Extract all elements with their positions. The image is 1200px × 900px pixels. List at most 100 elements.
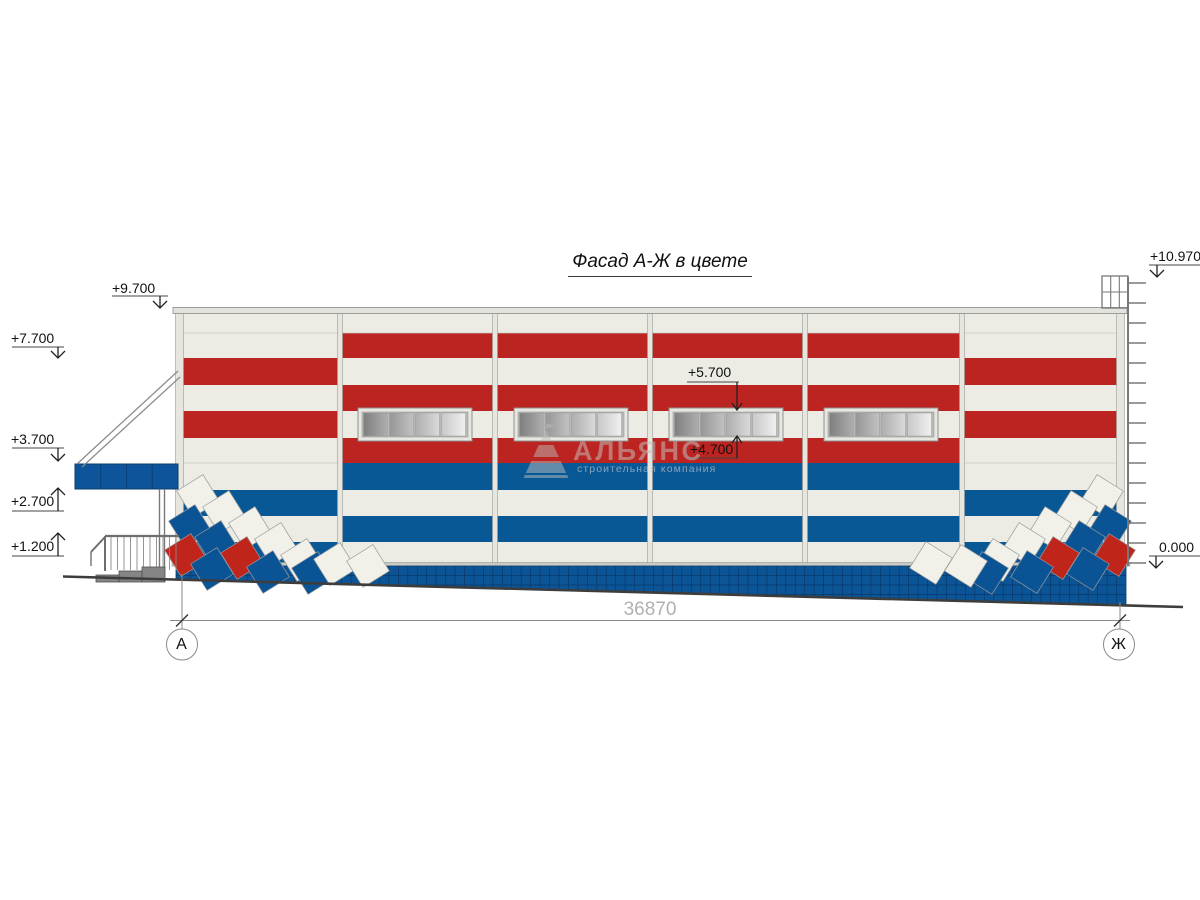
drawing-title-text: Фасад А-Ж в цвете xyxy=(568,251,752,277)
facade-stripe xyxy=(650,313,805,333)
facade-stripe xyxy=(495,358,650,385)
dimension-tick-right xyxy=(1113,614,1127,627)
facade-stripe xyxy=(962,313,1122,333)
ground-line xyxy=(62,575,1184,609)
elev-arrow-2700 xyxy=(50,487,66,511)
elev-arrow-0000 xyxy=(1148,556,1164,569)
facade-stripe xyxy=(962,438,1122,463)
facade-stripe xyxy=(495,385,650,411)
facade-stripe xyxy=(178,358,340,385)
facade-stripe xyxy=(340,313,495,333)
facade-stripe xyxy=(495,490,650,516)
facade-stripe xyxy=(650,516,805,542)
window-pane xyxy=(700,412,725,437)
facade-stripe xyxy=(650,358,805,385)
facade-stripe xyxy=(340,490,495,516)
facade-stripe xyxy=(178,333,340,358)
fire-ladder xyxy=(1101,275,1146,566)
window-pane xyxy=(389,412,414,437)
facade-stripe xyxy=(650,490,805,516)
entrance-canopy-group xyxy=(74,370,181,583)
cascade-cube xyxy=(346,544,390,588)
facade-stripe xyxy=(805,490,962,516)
elevation-label-10970: +10.970 xyxy=(1150,248,1200,264)
facade-stripe xyxy=(495,542,650,566)
facade-stripe xyxy=(805,516,962,542)
cube-cascade-right xyxy=(909,474,1136,595)
window-pane xyxy=(881,412,906,437)
facade-stripe xyxy=(495,516,650,542)
facade-stripe xyxy=(495,463,650,490)
elevation-arrows xyxy=(50,265,1165,569)
axis-bubble-a xyxy=(166,628,198,661)
facade-stripe xyxy=(805,438,962,463)
elev-arrow-9700 xyxy=(152,296,168,309)
facade-stripe xyxy=(650,542,805,566)
cascade-cube xyxy=(944,544,988,588)
facade-stripe xyxy=(962,333,1122,358)
ribbon-windows xyxy=(357,407,939,442)
window-pane xyxy=(519,412,544,437)
elev-arrow-5700 xyxy=(731,382,743,412)
window-pane xyxy=(597,412,622,437)
window-pane xyxy=(855,412,880,437)
facade-stripe xyxy=(650,385,805,411)
facade-stripe xyxy=(178,385,340,411)
axis-label-a: А xyxy=(176,636,187,653)
facade-stripe xyxy=(805,333,962,358)
facade-stripe xyxy=(805,313,962,333)
facade-stripe xyxy=(805,463,962,490)
facade-stripe xyxy=(650,463,805,490)
cascade-cube xyxy=(909,541,953,585)
dimension-value: 36870 xyxy=(623,599,677,620)
elevation-label-3700: +3.700 xyxy=(11,431,55,447)
window-pane xyxy=(829,412,854,437)
facade-stripe xyxy=(962,411,1122,438)
elev-arrow-4700 xyxy=(731,434,743,458)
facade-stripe xyxy=(650,438,805,463)
facade-stripe xyxy=(178,411,340,438)
window-pane xyxy=(363,412,388,437)
watermark-logo-icon xyxy=(523,423,569,478)
elevation-label-5700: +5.700 xyxy=(688,364,732,380)
facade-stripe xyxy=(495,313,650,333)
facade-stripe xyxy=(805,385,962,411)
facade-stripe xyxy=(962,358,1122,385)
facade-stripe xyxy=(340,333,495,358)
window-pane xyxy=(752,412,777,437)
facade-stripe xyxy=(340,463,495,490)
window-pane xyxy=(907,412,932,437)
dimension-group xyxy=(166,574,1135,661)
facade-stripe xyxy=(650,333,805,358)
window-pane xyxy=(415,412,440,437)
facade-stripe xyxy=(340,516,495,542)
window-pane xyxy=(545,412,570,437)
facade-stripe xyxy=(178,313,340,333)
elevation-label-2700: +2.700 xyxy=(11,493,55,509)
facade-stripe xyxy=(495,333,650,358)
axis-bubble-zh xyxy=(1103,628,1135,661)
facade-stripe xyxy=(962,385,1122,411)
watermark-company-name: АЛЬЯНС xyxy=(573,436,704,466)
facade-stripe xyxy=(495,438,650,463)
drawing-title: Фасад А-Ж в цвете xyxy=(440,251,880,277)
elev-arrow-1200 xyxy=(50,532,66,556)
entrance-posts xyxy=(158,489,166,571)
watermark-tagline: строительная компания xyxy=(577,463,717,475)
elevation-label-4700: +4.700 xyxy=(690,441,734,457)
elev-arrow-10970 xyxy=(1149,265,1165,278)
window-pane xyxy=(441,412,466,437)
entrance-railing xyxy=(90,534,179,571)
facade-stripe xyxy=(340,358,495,385)
elev-arrow-7700 xyxy=(50,347,66,359)
facade-stripe xyxy=(340,438,495,463)
elevation-label-0000: 0.000 xyxy=(1159,539,1195,555)
dimension-tick-left xyxy=(175,614,189,627)
cascade-cube xyxy=(1010,550,1054,594)
elev-arrow-3700 xyxy=(50,448,66,462)
canopy-strut xyxy=(76,370,181,468)
elevation-label-9700: +9.700 xyxy=(112,280,156,296)
parapet-cap xyxy=(172,307,1128,314)
